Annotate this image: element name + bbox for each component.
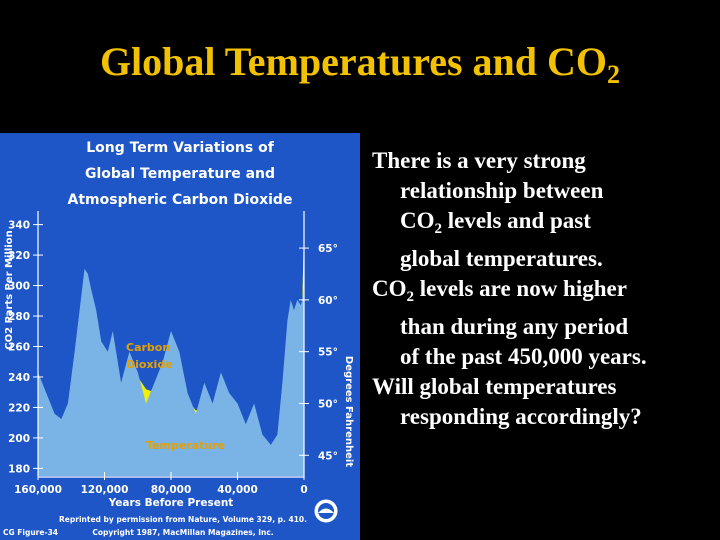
left-axis-tick-label: 180 <box>8 463 30 475</box>
x-axis-title: Years Before Present <box>108 497 234 509</box>
slide-title-text: Global Temperatures and CO <box>99 39 608 84</box>
slide-title: Global Temperatures and CO2 <box>0 38 720 90</box>
temperature-series-label: Temperature <box>146 439 225 452</box>
credit-line-1: Reprinted by permission from Nature, Vol… <box>59 515 307 524</box>
bottom-axis-tick-label: 120,000 <box>81 484 129 496</box>
right-axis-tick-label: 65° <box>318 243 338 255</box>
slide-title-subscript: 2 <box>607 60 621 89</box>
bullet-1-line-2: relationship between <box>400 178 604 203</box>
left-axis-tick-label: 260 <box>8 342 30 354</box>
co2-temperature-figure: Long Term Variations of Global Temperatu… <box>0 133 360 540</box>
right-axis-tick-label: 45° <box>318 450 338 462</box>
left-axis-tick-label: 200 <box>8 433 30 445</box>
left-axis-tick-label: 220 <box>8 402 30 414</box>
bullet-list: There is a very strong relationship betw… <box>372 146 712 432</box>
bullet-3-line-2: responding accordingly? <box>400 404 642 429</box>
bullet-2-line-3: of the past 450,000 years. <box>400 344 647 369</box>
credit-line-2: Copyright 1987, MacMillan Magazines, Inc… <box>92 528 273 537</box>
bullet-2-line-1: CO2 levels are now higher <box>372 274 712 312</box>
chart-title-line-2: Global Temperature and <box>85 166 275 182</box>
left-axis-tick-label: 280 <box>8 311 30 323</box>
bullet-2-line-2: than during any period <box>400 314 629 339</box>
left-axis-tick-label: 240 <box>8 372 30 384</box>
left-axis-tick-label: 320 <box>8 250 30 262</box>
axis-layer <box>33 211 309 480</box>
text-layer: 340 320 300 280 260 240 220 200 180 65° 60° 55° 50° 4… <box>3 220 354 537</box>
chart-title-line-1: Long Term Variations of <box>86 140 275 156</box>
co2-series-label: Dioxide <box>126 358 173 371</box>
left-axis-tick-label: 300 <box>8 281 30 293</box>
bullet-1-line-3: CO2 levels and past <box>372 206 712 244</box>
co2-text: CO <box>400 208 435 233</box>
right-axis-tick-label: 50° <box>318 398 338 410</box>
plot-layer <box>38 224 304 476</box>
left-axis-title: CO2 Parts Per Million <box>4 230 15 349</box>
co2-series-label: Carbon <box>126 341 170 354</box>
figure-id-label: CG Figure-34 <box>3 528 58 537</box>
left-axis-tick-label: 340 <box>8 220 30 232</box>
agency-logo-bird-icon <box>318 508 334 513</box>
co2-subscript: 2 <box>434 221 443 237</box>
right-axis-tick-label: 55° <box>318 347 338 359</box>
right-axis-title: Degrees Fahrenheit <box>343 356 354 467</box>
bottom-axis-tick-label: 40,000 <box>217 484 258 496</box>
co2-subscript: 2 <box>406 289 415 305</box>
temperature-area-series <box>38 268 304 476</box>
right-axis-tick-label: 60° <box>318 295 338 307</box>
bottom-axis-tick-label: 80,000 <box>151 484 192 496</box>
chart-title: Long Term Variations of Global Temperatu… <box>68 140 293 208</box>
bullet-1-line-4: global temperatures. <box>400 246 603 271</box>
bottom-axis-tick-label: 0 <box>300 484 307 496</box>
bullet-3-line-1: Will global temperatures <box>372 374 617 399</box>
chart-title-line-3: Atmospheric Carbon Dioxide <box>68 192 293 208</box>
bullet-2-line-1-rest: levels are now higher <box>414 276 627 301</box>
co2-text: CO <box>372 276 407 301</box>
bottom-axis-tick-label: 160,000 <box>14 484 62 496</box>
bullet-1-line-3-rest: levels and past <box>442 208 591 233</box>
bullet-1-line-1: There is a very strong <box>372 148 586 173</box>
